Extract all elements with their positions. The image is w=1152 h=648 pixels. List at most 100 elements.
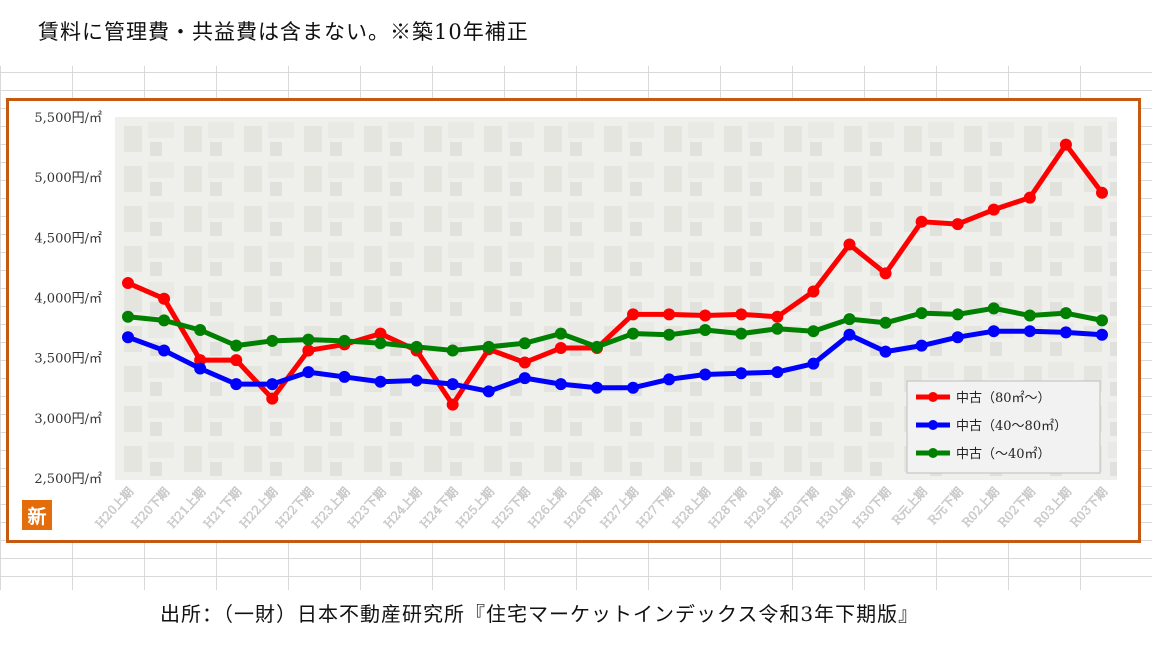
data-point — [158, 344, 171, 357]
x-tick-label: H22下期 — [273, 485, 317, 531]
y-axis: 2,500円/㎡ 3,000円/㎡ 3,500円/㎡ 4,000円/㎡ 4,500円/㎡… — [34, 111, 102, 487]
data-point — [374, 337, 387, 350]
data-point — [735, 308, 748, 321]
source-note-bar: 出所：（一財）日本不動産研究所『住宅マーケットインデックス令和3年下期版』 — [0, 590, 1152, 648]
x-tick-label: H26下期 — [561, 485, 605, 531]
series-line — [125, 305, 1105, 353]
source-note: 出所：（一財）日本不動産研究所『住宅マーケットインデックス令和3年下期版』 — [160, 602, 920, 626]
data-point — [446, 378, 459, 391]
header-note-bar: 賃料に管理費・共益費は含まない。※築10年補正 — [0, 0, 1152, 66]
data-point — [554, 342, 567, 355]
new-badge: 新 — [22, 500, 52, 530]
x-tick-label: H29上期 — [742, 485, 786, 531]
data-point — [374, 327, 387, 340]
data-point — [771, 366, 784, 379]
y-tick-label: 3,500円/㎡ — [34, 352, 102, 367]
x-tick-label: R03下期 — [1067, 485, 1110, 530]
data-point — [518, 337, 531, 350]
data-point — [987, 302, 1000, 315]
data-point — [194, 362, 207, 375]
legend: 中古（80㎡～） 中古（40～80㎡） 中古（～40㎡） — [906, 380, 1101, 474]
legend-label: 中古（40～80㎡） — [956, 419, 1067, 434]
data-point — [302, 333, 315, 346]
data-point — [699, 309, 712, 322]
legend-label: 中古（80㎡～） — [956, 391, 1051, 406]
data-point — [302, 344, 315, 357]
series-3 — [122, 302, 1108, 357]
x-tick-label: H30下期 — [850, 485, 894, 531]
data-point — [951, 308, 964, 321]
data-point — [915, 215, 928, 228]
data-point — [482, 385, 495, 398]
data-point — [338, 370, 351, 383]
data-point — [879, 267, 892, 280]
data-point — [735, 367, 748, 380]
x-tick-label: H30上期 — [814, 485, 858, 531]
data-point — [266, 334, 279, 347]
data-point — [1096, 186, 1108, 199]
data-point — [1023, 191, 1036, 204]
data-point — [446, 344, 459, 357]
x-tick-label: H29下期 — [778, 485, 822, 531]
data-point — [1096, 328, 1108, 341]
data-point — [266, 378, 279, 391]
data-point — [699, 323, 712, 336]
data-point — [951, 331, 964, 344]
data-point — [1096, 314, 1108, 327]
data-point — [699, 368, 712, 381]
data-point — [807, 357, 820, 370]
data-point — [843, 328, 856, 341]
data-point — [518, 372, 531, 385]
data-point — [518, 356, 531, 369]
series-layer — [122, 138, 1108, 411]
x-tick-label: R元上期 — [889, 485, 930, 528]
data-point — [987, 325, 1000, 338]
x-tick-label: H28下期 — [706, 485, 750, 531]
legend-marker — [928, 392, 938, 402]
data-point — [230, 378, 243, 391]
y-tick-label: 5,000円/㎡ — [34, 171, 102, 186]
data-point — [590, 340, 603, 353]
x-tick-label: H27下期 — [634, 485, 678, 531]
x-tick-label: H21下期 — [201, 485, 245, 531]
data-point — [807, 325, 820, 338]
y-tick-label: 4,500円/㎡ — [34, 231, 102, 246]
x-tick-label: H22上期 — [237, 485, 281, 531]
x-tick-label: H23下期 — [345, 485, 389, 531]
y-tick-label: 2,500円/㎡ — [34, 472, 102, 487]
data-point — [771, 322, 784, 335]
x-axis: H20上期H20下期H21上期H21下期H22上期H22下期H23上期H23下期… — [92, 484, 1110, 531]
data-point — [771, 310, 784, 323]
data-point — [410, 374, 423, 387]
data-point — [158, 292, 171, 305]
data-point — [338, 334, 351, 347]
data-point — [951, 218, 964, 231]
x-tick-label: H25下期 — [489, 485, 533, 531]
series-line — [125, 142, 1105, 408]
data-point — [879, 316, 892, 329]
data-point — [194, 354, 207, 367]
x-tick-label: R03上期 — [1031, 485, 1074, 530]
y-tick-label: 5,500円/㎡ — [34, 111, 102, 126]
x-tick-label: R02下期 — [995, 485, 1038, 530]
data-point — [663, 308, 676, 321]
x-tick-label: H20下期 — [129, 485, 173, 531]
legend-marker — [928, 448, 938, 458]
data-point — [1059, 307, 1072, 320]
y-tick-label: 3,000円/㎡ — [34, 412, 102, 427]
y-tick-label: 4,000円/㎡ — [34, 292, 102, 307]
series-line — [125, 328, 1105, 394]
data-point — [843, 238, 856, 251]
data-point — [807, 285, 820, 298]
data-point — [1059, 326, 1072, 339]
data-point — [1023, 309, 1036, 322]
data-point — [1023, 325, 1036, 338]
data-point — [482, 340, 495, 353]
x-tick-label: H21上期 — [165, 485, 209, 531]
data-point — [122, 331, 134, 344]
data-point — [554, 378, 567, 391]
data-point — [1059, 138, 1072, 151]
data-point — [194, 323, 207, 336]
data-point — [663, 328, 676, 341]
